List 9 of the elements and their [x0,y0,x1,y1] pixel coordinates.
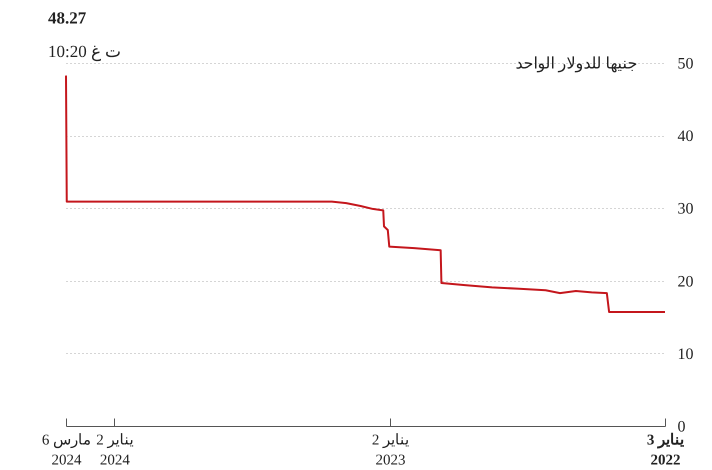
y-tick-label: 10 [678,346,694,363]
y-tick-label: 30 [678,200,694,218]
text: 10:20 ت غ [48,42,122,62]
y-tick-label: 40 [678,128,694,146]
annotation: 48.27 [48,8,87,28]
y-axis-title: جنيها للدولار الواحد [516,56,638,72]
y-tick-label: 0 [678,418,686,436]
y-tick-label: 50 [678,56,694,72]
y-tick-label: 20 [678,273,694,290]
